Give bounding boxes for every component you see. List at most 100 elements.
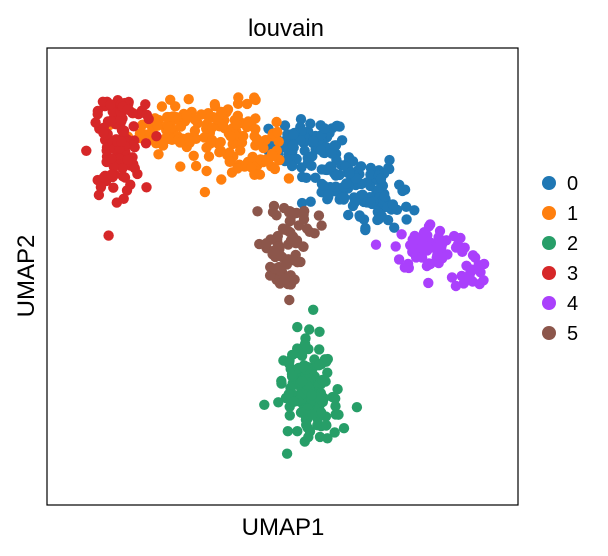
point-cluster-4 — [474, 278, 485, 290]
point-cluster-0 — [310, 172, 321, 183]
point-cluster-0 — [379, 191, 390, 202]
point-cluster-2 — [296, 350, 308, 361]
point-cluster-3 — [140, 99, 151, 110]
legend-marker-3 — [542, 266, 556, 280]
point-cluster-3 — [108, 182, 119, 193]
point-cluster-4 — [403, 262, 414, 274]
point-cluster-3 — [103, 230, 114, 241]
point-cluster-1 — [254, 169, 266, 180]
point-cluster-0 — [326, 148, 337, 159]
point-cluster-2 — [287, 349, 298, 361]
point-cluster-1 — [134, 128, 146, 139]
point-cluster-2 — [314, 431, 326, 443]
point-cluster-5 — [299, 205, 310, 217]
point-cluster-0 — [384, 154, 395, 166]
point-cluster-3 — [106, 153, 117, 164]
point-cluster-5 — [289, 274, 300, 285]
point-cluster-0 — [397, 185, 408, 197]
point-cluster-4 — [416, 252, 428, 263]
point-cluster-1 — [231, 119, 243, 130]
point-cluster-1 — [199, 186, 211, 198]
point-cluster-0 — [344, 167, 355, 179]
point-cluster-3 — [117, 163, 128, 174]
point-cluster-1 — [271, 116, 282, 128]
point-cluster-1 — [250, 113, 261, 124]
legend-label-0: 0 — [567, 173, 578, 195]
point-cluster-0 — [288, 129, 299, 140]
chart-title: louvain — [248, 15, 324, 42]
point-cluster-3 — [122, 104, 133, 115]
point-cluster-5 — [271, 210, 282, 221]
point-cluster-2 — [292, 321, 303, 333]
point-cluster-4 — [423, 277, 434, 289]
point-cluster-1 — [232, 163, 243, 174]
point-cluster-5 — [252, 206, 263, 217]
point-cluster-1 — [216, 174, 227, 185]
point-cluster-1 — [269, 163, 281, 175]
point-cluster-1 — [190, 160, 202, 172]
point-cluster-1 — [235, 145, 246, 156]
point-cluster-1 — [209, 99, 220, 110]
point-cluster-3 — [101, 145, 112, 156]
point-cluster-2 — [273, 397, 284, 408]
point-cluster-1 — [175, 161, 186, 172]
point-cluster-1 — [215, 136, 226, 148]
point-cluster-0 — [355, 161, 367, 172]
point-cluster-3 — [141, 109, 152, 121]
point-cluster-5 — [279, 273, 291, 285]
point-cluster-1 — [283, 173, 295, 184]
legend-marker-0 — [542, 176, 556, 190]
point-cluster-0 — [329, 140, 340, 151]
point-cluster-3 — [92, 109, 103, 120]
point-cluster-1 — [206, 122, 218, 133]
point-cluster-3 — [118, 193, 129, 204]
point-cluster-2 — [301, 419, 312, 431]
point-cluster-2 — [283, 358, 295, 369]
legend-label-4: 4 — [567, 293, 578, 315]
legend-marker-5 — [542, 326, 556, 340]
point-cluster-0 — [401, 214, 412, 225]
point-cluster-2 — [329, 427, 340, 438]
point-cluster-1 — [232, 110, 243, 122]
point-cluster-1 — [225, 131, 236, 142]
point-cluster-2 — [259, 399, 270, 410]
point-cluster-1 — [241, 98, 253, 110]
point-cluster-1 — [273, 136, 284, 147]
point-cluster-2 — [284, 410, 295, 421]
point-cluster-1 — [196, 109, 207, 120]
point-cluster-0 — [318, 180, 329, 191]
point-cluster-0 — [357, 189, 368, 200]
point-cluster-3 — [129, 163, 140, 174]
point-cluster-3 — [105, 99, 116, 110]
point-cluster-2 — [330, 401, 341, 412]
point-cluster-2 — [296, 376, 308, 387]
legend: 0 1 2 3 4 5 — [542, 173, 578, 345]
point-cluster-0 — [331, 120, 343, 131]
y-axis-label: UMAP2 — [13, 235, 40, 318]
point-cluster-0 — [326, 161, 337, 172]
point-cluster-3 — [98, 172, 110, 183]
point-cluster-4 — [393, 254, 405, 265]
legend-marker-4 — [542, 296, 556, 310]
point-cluster-4 — [458, 278, 469, 289]
point-cluster-1 — [201, 165, 212, 177]
point-cluster-4 — [408, 233, 420, 244]
point-cluster-1 — [181, 109, 192, 121]
point-cluster-0 — [343, 209, 354, 221]
point-cluster-2 — [308, 304, 319, 315]
point-cluster-0 — [296, 197, 308, 209]
point-cluster-0 — [323, 189, 334, 200]
point-cluster-3 — [128, 121, 139, 132]
x-axis-label: UMAP1 — [242, 514, 325, 541]
point-cluster-1 — [175, 121, 187, 132]
point-cluster-1 — [238, 130, 249, 142]
point-cluster-0 — [286, 160, 298, 172]
point-cluster-1 — [162, 120, 173, 131]
point-cluster-0 — [365, 197, 376, 208]
point-cluster-4 — [446, 272, 458, 283]
point-cluster-2 — [332, 384, 343, 395]
point-cluster-3 — [90, 117, 101, 128]
point-cluster-3 — [151, 131, 162, 142]
point-cluster-0 — [305, 118, 316, 129]
point-cluster-4 — [432, 249, 443, 261]
